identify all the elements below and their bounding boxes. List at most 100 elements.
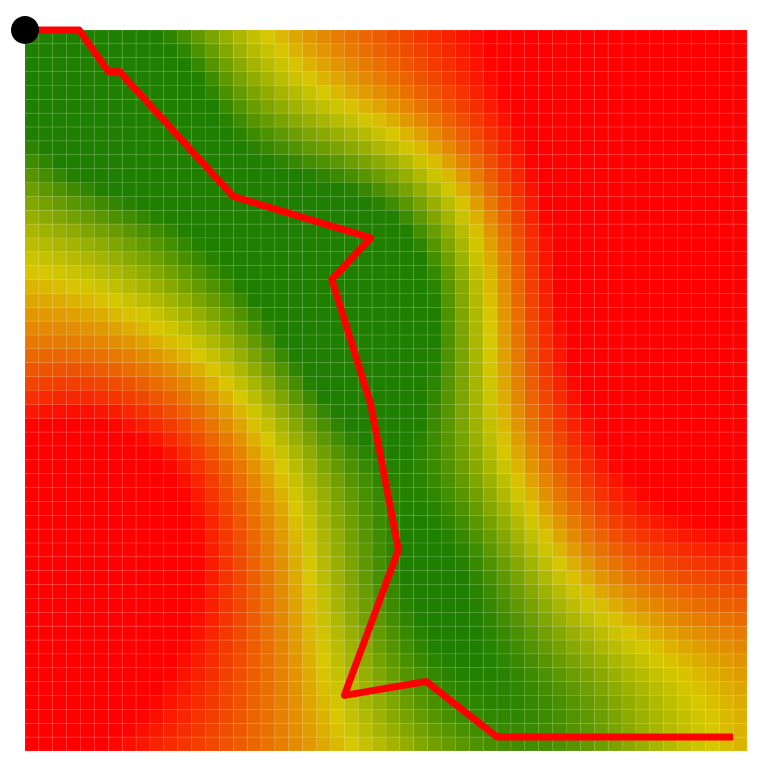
grid-cell [483, 293, 497, 307]
grid-cell [497, 585, 511, 599]
grid-cell [525, 598, 539, 612]
grid-cell [483, 501, 497, 515]
grid-cell [650, 224, 664, 238]
grid-cell [289, 640, 303, 654]
grid-cell [94, 280, 108, 294]
grid-cell [469, 682, 483, 696]
grid-cell [497, 169, 511, 183]
grid-cell [39, 321, 53, 335]
grid-cell [108, 404, 122, 418]
grid-cell [330, 640, 344, 654]
grid-cell [317, 737, 331, 751]
grid-cell [330, 377, 344, 391]
grid-cell [122, 529, 136, 543]
grid-cell [622, 460, 636, 474]
grid-cell [108, 640, 122, 654]
grid-cell [233, 598, 247, 612]
grid-cell [358, 196, 372, 210]
grid-cell [525, 307, 539, 321]
grid-cell [344, 85, 358, 99]
grid-cell [164, 640, 178, 654]
grid-cell [691, 252, 705, 266]
grid-cell [164, 585, 178, 599]
grid-cell [192, 460, 206, 474]
grid-cell [539, 169, 553, 183]
grid-cell [719, 335, 733, 349]
grid-cell [53, 183, 67, 197]
grid-cell [678, 668, 692, 682]
grid-cell [580, 418, 594, 432]
grid-cell [678, 488, 692, 502]
grid-cell [67, 668, 81, 682]
grid-cell [705, 654, 719, 668]
grid-cell [442, 668, 456, 682]
grid-cell [455, 127, 469, 141]
grid-cell [622, 252, 636, 266]
grid-cell [136, 183, 150, 197]
grid-cell [483, 210, 497, 224]
grid-cell [608, 349, 622, 363]
grid-cell [483, 377, 497, 391]
grid-cell [122, 585, 136, 599]
grid-cell [178, 196, 192, 210]
grid-cell [136, 460, 150, 474]
grid-cell [108, 113, 122, 127]
grid-cell [650, 418, 664, 432]
grid-cell [455, 30, 469, 44]
grid-cell [39, 99, 53, 113]
grid-cell [650, 598, 664, 612]
grid-cell [53, 99, 67, 113]
grid-cell [219, 474, 233, 488]
grid-cell [553, 598, 567, 612]
grid-cell [400, 113, 414, 127]
grid-cell [122, 238, 136, 252]
grid-cell [733, 668, 747, 682]
grid-cell [608, 127, 622, 141]
grid-cell [483, 598, 497, 612]
grid-cell [344, 501, 358, 515]
grid-cell [94, 488, 108, 502]
grid-cell [511, 391, 525, 405]
grid-cell [664, 155, 678, 169]
grid-cell [344, 446, 358, 460]
grid-cell [178, 557, 192, 571]
grid-cell [553, 155, 567, 169]
grid-cell [428, 612, 442, 626]
grid-cell [303, 113, 317, 127]
grid-cell [636, 418, 650, 432]
grid-cell [303, 696, 317, 710]
grid-cell [428, 183, 442, 197]
grid-cell [483, 238, 497, 252]
grid-cell [358, 668, 372, 682]
grid-cell [247, 557, 261, 571]
grid-cell [67, 501, 81, 515]
grid-cell [261, 571, 275, 585]
grid-cell [303, 99, 317, 113]
grid-cell [289, 349, 303, 363]
grid-cell [330, 557, 344, 571]
grid-cell [705, 391, 719, 405]
grid-cell [317, 432, 331, 446]
grid-cell [733, 238, 747, 252]
grid-cell [317, 418, 331, 432]
grid-cell [594, 349, 608, 363]
grid-cell [247, 238, 261, 252]
grid-cell [136, 293, 150, 307]
grid-cell [261, 99, 275, 113]
grid-cell [428, 626, 442, 640]
grid-cell [39, 626, 53, 640]
grid-cell [650, 85, 664, 99]
grid-cell [81, 377, 95, 391]
grid-cell [594, 626, 608, 640]
grid-cell [664, 169, 678, 183]
grid-cell [553, 377, 567, 391]
grid-cell [39, 155, 53, 169]
grid-cell [442, 460, 456, 474]
grid-cell [150, 58, 164, 72]
grid-cell [136, 335, 150, 349]
grid-cell [400, 612, 414, 626]
grid-cell [553, 99, 567, 113]
grid-cell [25, 543, 39, 557]
grid-cell [372, 543, 386, 557]
grid-cell [622, 543, 636, 557]
